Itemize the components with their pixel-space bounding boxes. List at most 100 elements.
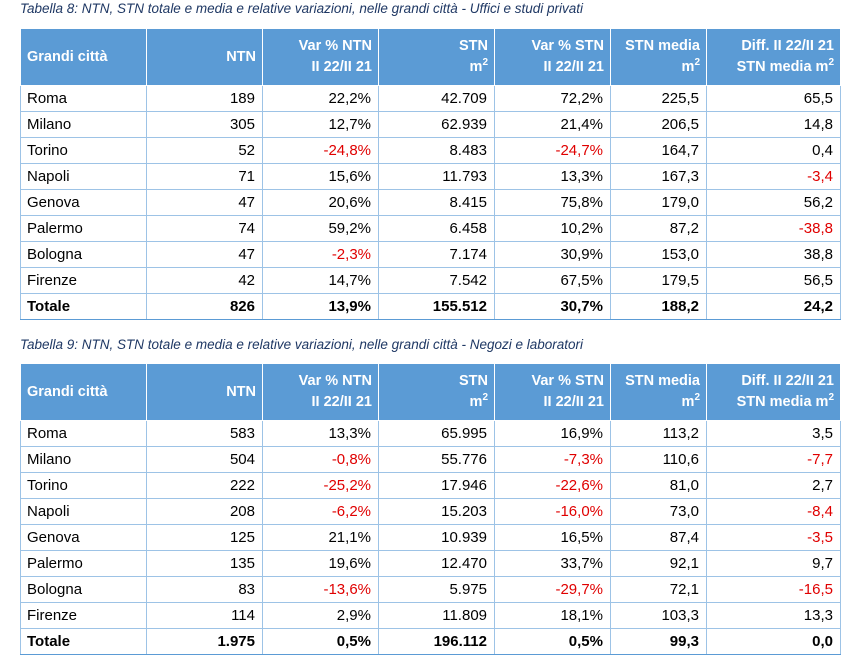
cell-ntn: 189 xyxy=(146,85,263,112)
cell-stn-media: 225,5 xyxy=(610,85,707,112)
cell-stn-media: 81,0 xyxy=(610,472,707,499)
cell-stn-media: 87,4 xyxy=(610,524,707,551)
cell-stn-media: 103,3 xyxy=(610,602,707,629)
cell-var-ntn: 0,5% xyxy=(262,628,379,655)
table-8: Grandi città NTN Var % NTN II 22/II 21 ST… xyxy=(20,28,841,320)
cell-var-stn: 33,7% xyxy=(494,550,611,577)
header-stn: STN m2 xyxy=(378,28,495,86)
cell-diff-stn-media: 24,2 xyxy=(706,293,841,320)
table-row: Torino 222 -25,2% 17.946 -22,6% 81,0 2,7 xyxy=(20,472,841,499)
cell-var-ntn: -6,2% xyxy=(262,498,379,525)
cell-diff-stn-media: -38,8 xyxy=(706,215,841,242)
cell-stn-media: 188,2 xyxy=(610,293,707,320)
cell-ntn: 1.975 xyxy=(146,628,263,655)
header-var-stn: Var % STN II 22/II 21 xyxy=(494,363,611,421)
table-9-caption: Tabella 9: NTN, STN totale e media e rel… xyxy=(20,337,584,352)
cell-var-stn: -16,0% xyxy=(494,498,611,525)
cell-stn: 8.415 xyxy=(378,189,495,216)
cell-ntn: 583 xyxy=(146,420,263,447)
cell-diff-stn-media: 65,5 xyxy=(706,85,841,112)
cell-stn-media: 179,0 xyxy=(610,189,707,216)
table-row: Roma 189 22,2% 42.709 72,2% 225,5 65,5 xyxy=(20,85,841,112)
cell-ntn: 222 xyxy=(146,472,263,499)
cell-var-ntn: 15,6% xyxy=(262,163,379,190)
cell-diff-stn-media: -8,4 xyxy=(706,498,841,525)
table-row: Napoli 208 -6,2% 15.203 -16,0% 73,0 -8,4 xyxy=(20,498,841,525)
table-row: Genova 125 21,1% 10.939 16,5% 87,4 -3,5 xyxy=(20,524,841,551)
cell-var-ntn: 2,9% xyxy=(262,602,379,629)
cell-ntn: 52 xyxy=(146,137,263,164)
table-row: Bologna 83 -13,6% 5.975 -29,7% 72,1 -16,5 xyxy=(20,576,841,603)
cell-var-stn: 72,2% xyxy=(494,85,611,112)
cell-stn: 6.458 xyxy=(378,215,495,242)
cell-stn-media: 113,2 xyxy=(610,420,707,447)
cell-diff-stn-media: -7,7 xyxy=(706,446,841,473)
cell-var-ntn: -2,3% xyxy=(262,241,379,268)
header-grandi-citta: Grandi città xyxy=(20,363,147,421)
table-row: Palermo 74 59,2% 6.458 10,2% 87,2 -38,8 xyxy=(20,215,841,242)
cell-city: Napoli xyxy=(20,163,147,190)
cell-stn: 62.939 xyxy=(378,111,495,138)
cell-var-stn: 18,1% xyxy=(494,602,611,629)
cell-stn-media: 99,3 xyxy=(610,628,707,655)
table-row: Firenze 42 14,7% 7.542 67,5% 179,5 56,5 xyxy=(20,267,841,294)
cell-var-ntn: 13,3% xyxy=(262,420,379,447)
cell-city: Palermo xyxy=(20,550,147,577)
cell-stn-media: 87,2 xyxy=(610,215,707,242)
cell-diff-stn-media: 38,8 xyxy=(706,241,841,268)
table-9: Grandi città NTN Var % NTN II 22/II 21 ST… xyxy=(20,363,841,655)
cell-city: Genova xyxy=(20,524,147,551)
cell-ntn: 47 xyxy=(146,189,263,216)
cell-var-stn: 30,9% xyxy=(494,241,611,268)
header-grandi-citta: Grandi città xyxy=(20,28,147,86)
cell-stn-media: 153,0 xyxy=(610,241,707,268)
header-stn: STN m2 xyxy=(378,363,495,421)
cell-city: Milano xyxy=(20,111,147,138)
cell-var-ntn: 21,1% xyxy=(262,524,379,551)
header-ntn: NTN xyxy=(146,363,263,421)
cell-diff-stn-media: 56,2 xyxy=(706,189,841,216)
cell-diff-stn-media: 2,7 xyxy=(706,472,841,499)
cell-var-stn: 21,4% xyxy=(494,111,611,138)
table-row: Napoli 71 15,6% 11.793 13,3% 167,3 -3,4 xyxy=(20,163,841,190)
cell-city: Bologna xyxy=(20,241,147,268)
total-row: Totale 826 13,9% 155.512 30,7% 188,2 24,2 xyxy=(20,293,841,320)
table-8-body: Roma 189 22,2% 42.709 72,2% 225,5 65,5 Milano 30… xyxy=(20,85,841,320)
cell-stn: 7.174 xyxy=(378,241,495,268)
cell-var-stn: 16,5% xyxy=(494,524,611,551)
cell-stn: 8.483 xyxy=(378,137,495,164)
cell-stn: 10.939 xyxy=(378,524,495,551)
cell-diff-stn-media: 56,5 xyxy=(706,267,841,294)
cell-stn: 7.542 xyxy=(378,267,495,294)
header-diff-stn-media: Diff. II 22/II 21 STN media m2 xyxy=(706,363,841,421)
cell-var-ntn: -13,6% xyxy=(262,576,379,603)
cell-ntn: 74 xyxy=(146,215,263,242)
table-8-caption: Tabella 8: NTN, STN totale e media e rel… xyxy=(20,1,583,16)
cell-diff-stn-media: 13,3 xyxy=(706,602,841,629)
cell-city: Firenze xyxy=(20,267,147,294)
cell-city: Palermo xyxy=(20,215,147,242)
cell-city: Roma xyxy=(20,420,147,447)
cell-ntn: 71 xyxy=(146,163,263,190)
cell-ntn: 47 xyxy=(146,241,263,268)
table-9-body: Roma 583 13,3% 65.995 16,9% 113,2 3,5 Milano 504… xyxy=(20,420,841,655)
table-8-header: Grandi città NTN Var % NTN II 22/II 21 ST… xyxy=(20,28,841,86)
cell-city: Torino xyxy=(20,137,147,164)
cell-ntn: 504 xyxy=(146,446,263,473)
cell-var-ntn: -0,8% xyxy=(262,446,379,473)
cell-diff-stn-media: 3,5 xyxy=(706,420,841,447)
cell-city: Napoli xyxy=(20,498,147,525)
cell-stn-media: 206,5 xyxy=(610,111,707,138)
cell-ntn: 826 xyxy=(146,293,263,320)
cell-city: Firenze xyxy=(20,602,147,629)
cell-var-ntn: 59,2% xyxy=(262,215,379,242)
cell-stn-media: 92,1 xyxy=(610,550,707,577)
table-row: Firenze 114 2,9% 11.809 18,1% 103,3 13,3 xyxy=(20,602,841,629)
cell-city: Totale xyxy=(20,293,147,320)
header-ntn: NTN xyxy=(146,28,263,86)
cell-stn-media: 73,0 xyxy=(610,498,707,525)
cell-stn: 42.709 xyxy=(378,85,495,112)
cell-ntn: 125 xyxy=(146,524,263,551)
cell-var-stn: 67,5% xyxy=(494,267,611,294)
cell-city: Milano xyxy=(20,446,147,473)
